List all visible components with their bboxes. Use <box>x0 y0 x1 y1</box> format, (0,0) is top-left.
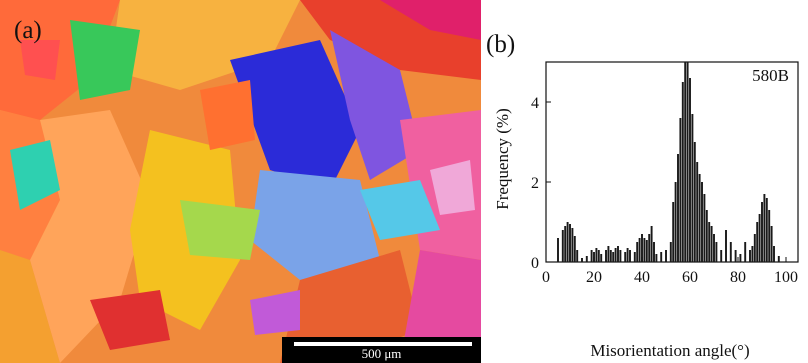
histogram-bar <box>698 174 701 262</box>
y-tick-label: 0 <box>531 255 539 272</box>
histogram-bar <box>691 114 694 262</box>
x-tick-label: 40 <box>634 269 650 286</box>
histogram-bar <box>701 182 703 262</box>
histogram-bar <box>684 62 687 262</box>
histogram-bar <box>597 250 600 262</box>
histogram-bar <box>619 250 622 262</box>
histogram-bar <box>641 234 643 262</box>
histogram-bar <box>770 226 773 262</box>
histogram-bar <box>573 236 576 262</box>
histogram-bar <box>710 226 713 262</box>
histogram-bar <box>614 248 617 262</box>
histogram-bar <box>761 202 763 262</box>
histogram-bar <box>696 162 699 262</box>
histogram-bar <box>672 202 675 262</box>
histogram-bar <box>633 252 636 262</box>
histogram-bar <box>686 62 689 262</box>
histogram-bar <box>674 182 677 262</box>
histogram-bar <box>648 234 651 262</box>
ebsd-orientation-map <box>0 0 481 363</box>
histogram-bar <box>679 118 682 262</box>
histogram-bar <box>650 226 653 262</box>
histogram-bar <box>749 250 751 262</box>
panel-a-label: (a) <box>14 17 42 44</box>
histogram-bar <box>655 254 658 262</box>
histogram-bar <box>720 250 723 262</box>
histogram-bar <box>758 214 761 262</box>
histogram-bar <box>703 194 706 262</box>
histogram-bar <box>617 246 619 262</box>
histogram-bar <box>739 254 742 262</box>
panel-b-label: (b) <box>486 31 516 58</box>
histogram-bar <box>725 230 727 262</box>
histogram-bar <box>729 242 732 262</box>
histogram-bar <box>626 248 629 262</box>
histogram-bar <box>585 256 588 262</box>
x-tick-label: 20 <box>586 269 602 286</box>
histogram-bar <box>600 254 603 262</box>
histogram-bar <box>638 238 641 262</box>
histogram-bar <box>576 250 579 262</box>
histogram-bar <box>660 252 663 262</box>
histogram-bar <box>653 242 655 262</box>
x-axis-label: Misorientation angle(°) <box>590 341 749 360</box>
histogram-bar <box>665 250 667 262</box>
x-tick-label: 60 <box>682 269 698 286</box>
histogram-bar <box>768 210 771 262</box>
histogram-bar <box>569 224 571 262</box>
chart-annotation-580b: 580B <box>752 66 789 85</box>
histogram-bar <box>763 194 766 262</box>
histogram-bar <box>734 250 737 262</box>
histogram-bar <box>751 246 754 262</box>
histogram-bar <box>609 250 612 262</box>
scale-bar-box <box>282 337 481 363</box>
histogram-bar <box>595 248 598 262</box>
histogram-bar <box>561 230 564 262</box>
y-axis-label: Frequency (%) <box>493 108 512 210</box>
histogram-bar <box>705 210 708 262</box>
histogram-bar <box>753 234 756 262</box>
histogram-bar <box>669 242 672 262</box>
histogram-bar <box>566 222 569 262</box>
x-tick-label: 80 <box>730 269 746 286</box>
histogram-bar <box>624 252 627 262</box>
histogram-bar <box>605 250 607 262</box>
histogram-bar <box>612 252 615 262</box>
y-tick-label: 2 <box>531 175 539 192</box>
scale-bar <box>294 342 472 346</box>
histogram-bar <box>581 258 583 262</box>
histogram-bar <box>571 228 574 262</box>
histogram-bar <box>564 226 567 262</box>
histogram-bar <box>715 242 718 262</box>
histogram-bar <box>629 250 631 262</box>
plot-area-frame <box>545 61 799 263</box>
histogram-bar <box>557 238 559 262</box>
histogram-bar <box>636 242 639 262</box>
x-tick-label: 100 <box>774 269 798 286</box>
histogram-bar <box>756 222 759 262</box>
y-tick-label: 4 <box>531 95 539 112</box>
histogram-bar <box>607 246 610 262</box>
histogram-bar <box>773 246 775 262</box>
histogram-bar <box>765 198 768 262</box>
histogram-bar <box>677 154 679 262</box>
histogram-bar <box>693 142 696 262</box>
histogram-bar <box>689 78 691 262</box>
x-tick-label: 0 <box>542 269 550 286</box>
histogram-bar <box>777 256 780 262</box>
histogram-bar <box>744 242 747 262</box>
histogram-bar <box>681 82 684 262</box>
histogram-bar <box>590 250 593 262</box>
histogram-bar <box>645 240 648 262</box>
scale-bar-label: 500 μm <box>361 346 402 361</box>
histogram-bar <box>713 234 715 262</box>
histogram-bar <box>708 222 711 262</box>
histogram-bar <box>643 238 646 262</box>
